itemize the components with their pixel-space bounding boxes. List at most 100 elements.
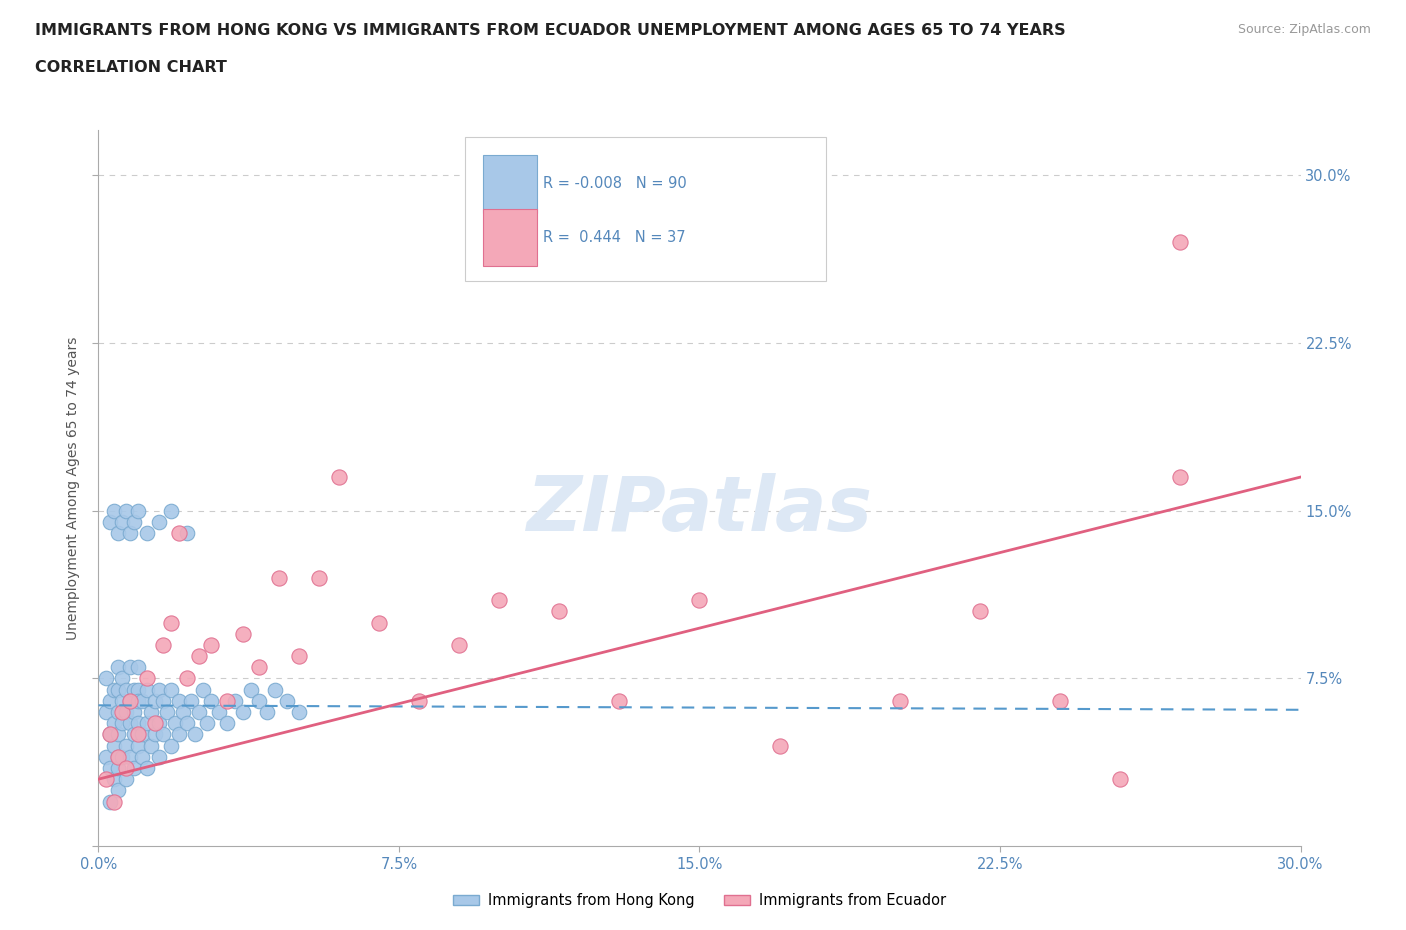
Text: CORRELATION CHART: CORRELATION CHART — [35, 60, 226, 75]
Point — [100, 694, 122, 709]
Text: IMMIGRANTS FROM HONG KONG VS IMMIGRANTS FROM ECUADOR UNEMPLOYMENT AMONG AGES 65 : IMMIGRANTS FROM HONG KONG VS IMMIGRANTS … — [35, 23, 1066, 38]
Text: Source: ZipAtlas.com: Source: ZipAtlas.com — [1237, 23, 1371, 36]
Point — [115, 761, 138, 776]
Point — [195, 716, 218, 731]
Point — [100, 727, 122, 742]
Point — [115, 772, 138, 787]
Point — [128, 738, 150, 753]
Point — [200, 694, 222, 709]
Point — [488, 592, 510, 607]
Point — [200, 637, 222, 652]
Point — [176, 716, 198, 731]
Point — [128, 716, 150, 731]
Point — [124, 761, 146, 776]
Point — [215, 716, 238, 731]
Point — [208, 705, 231, 720]
Point — [135, 761, 157, 776]
Y-axis label: Unemployment Among Ages 65 to 74 years: Unemployment Among Ages 65 to 74 years — [66, 337, 80, 640]
Text: R = -0.008   N = 90: R = -0.008 N = 90 — [543, 177, 688, 192]
Point — [103, 683, 125, 698]
Point — [107, 525, 129, 540]
Point — [172, 705, 194, 720]
Point — [159, 738, 181, 753]
Point — [107, 660, 129, 675]
Point — [128, 727, 150, 742]
Point — [131, 694, 153, 709]
Point — [124, 727, 146, 742]
Point — [111, 694, 134, 709]
FancyBboxPatch shape — [484, 155, 537, 213]
Point — [143, 694, 166, 709]
Point — [96, 750, 118, 764]
Point — [187, 705, 209, 720]
Point — [256, 705, 278, 720]
Point — [159, 683, 181, 698]
Point — [111, 514, 134, 529]
Point — [232, 626, 254, 641]
Point — [247, 694, 270, 709]
Point — [267, 570, 290, 585]
Point — [176, 671, 198, 686]
Point — [120, 660, 142, 675]
Point — [247, 660, 270, 675]
Point — [135, 525, 157, 540]
Point — [148, 514, 170, 529]
Point — [328, 470, 350, 485]
Point — [111, 716, 134, 731]
Point — [111, 705, 134, 720]
Point — [152, 694, 174, 709]
Point — [288, 705, 311, 720]
Point — [167, 727, 190, 742]
Point — [288, 648, 311, 663]
Point — [100, 761, 122, 776]
Point — [111, 750, 134, 764]
Point — [131, 750, 153, 764]
Point — [103, 738, 125, 753]
Point — [408, 694, 430, 709]
Point — [115, 738, 138, 753]
Point — [115, 503, 138, 518]
Point — [131, 727, 153, 742]
Point — [135, 683, 157, 698]
Point — [107, 705, 129, 720]
Point — [96, 772, 118, 787]
Text: ZIPatlas: ZIPatlas — [526, 472, 873, 547]
Point — [124, 705, 146, 720]
Point — [159, 503, 181, 518]
Point — [115, 705, 138, 720]
Point — [609, 694, 631, 709]
FancyBboxPatch shape — [484, 209, 537, 266]
Point — [239, 683, 262, 698]
Point — [159, 615, 181, 630]
Point — [107, 761, 129, 776]
Point — [1109, 772, 1132, 787]
Point — [120, 750, 142, 764]
Point — [128, 660, 150, 675]
Point — [111, 671, 134, 686]
Point — [152, 727, 174, 742]
Point — [276, 694, 298, 709]
Point — [120, 716, 142, 731]
Point — [180, 694, 202, 709]
Point — [103, 716, 125, 731]
Point — [128, 683, 150, 698]
Point — [889, 694, 911, 709]
Point — [689, 592, 711, 607]
Point — [128, 694, 150, 709]
Point — [163, 716, 186, 731]
Point — [167, 694, 190, 709]
Point — [96, 705, 118, 720]
Point — [548, 604, 571, 618]
Point — [215, 694, 238, 709]
Point — [152, 637, 174, 652]
Point — [447, 637, 470, 652]
Point — [115, 683, 138, 698]
Point — [135, 671, 157, 686]
Point — [232, 705, 254, 720]
Point — [124, 514, 146, 529]
Point — [308, 570, 330, 585]
Point — [148, 750, 170, 764]
Point — [103, 794, 125, 809]
Point — [148, 683, 170, 698]
Point — [100, 514, 122, 529]
